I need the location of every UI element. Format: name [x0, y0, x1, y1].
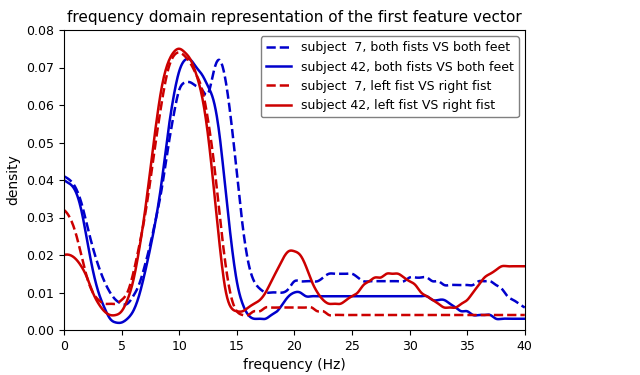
subject  7, both fists VS both feet — [355, 276, 362, 280]
subject 42, left fist VS right fist — [329, 302, 337, 306]
Line: subject  7, left fist VS right fist: subject 7, left fist VS right fist — [64, 53, 525, 315]
subject 42, both fists VS both feet — [329, 294, 337, 298]
subject  7, both fists VS both feet — [60, 174, 68, 178]
Legend: subject  7, both fists VS both feet, subject 42, both fists VS both feet, subjec: subject 7, both fists VS both feet, subj… — [260, 36, 518, 117]
X-axis label: frequency (Hz): frequency (Hz) — [243, 358, 346, 372]
subject  7, left fist VS right fist — [521, 313, 529, 317]
subject  7, both fists VS both feet — [521, 305, 529, 310]
subject 42, both fists VS both feet — [411, 294, 419, 298]
subject 42, both fists VS both feet — [88, 265, 96, 270]
subject 42, both fists VS both feet — [341, 294, 349, 298]
subject  7, left fist VS right fist — [329, 313, 337, 318]
subject 42, both fists VS both feet — [355, 294, 362, 298]
subject  7, both fists VS both feet — [88, 243, 96, 248]
subject  7, left fist VS right fist — [355, 313, 362, 317]
subject  7, left fist VS right fist — [458, 313, 466, 317]
Title: frequency domain representation of the first feature vector: frequency domain representation of the f… — [67, 10, 522, 25]
subject 42, left fist VS right fist — [521, 264, 529, 268]
subject 42, both fists VS both feet — [521, 316, 529, 321]
subject  7, left fist VS right fist — [88, 289, 96, 294]
subject  7, both fists VS both feet — [410, 275, 418, 279]
subject 42, left fist VS right fist — [60, 253, 68, 257]
subject  7, left fist VS right fist — [242, 313, 250, 318]
subject  7, both fists VS both feet — [215, 58, 223, 62]
Line: subject  7, both fists VS both feet: subject 7, both fists VS both feet — [64, 60, 525, 308]
subject  7, both fists VS both feet — [328, 271, 336, 276]
subject 42, left fist VS right fist — [341, 299, 349, 303]
Line: subject 42, left fist VS right fist: subject 42, left fist VS right fist — [64, 49, 525, 315]
subject 42, both fists VS both feet — [184, 57, 192, 61]
subject 42, left fist VS right fist — [355, 289, 362, 294]
subject  7, left fist VS right fist — [341, 313, 349, 317]
subject 42, left fist VS right fist — [175, 46, 182, 51]
subject 42, left fist VS right fist — [458, 301, 466, 306]
Y-axis label: density: density — [7, 154, 20, 206]
subject 42, left fist VS right fist — [88, 289, 96, 293]
subject 42, left fist VS right fist — [109, 313, 117, 318]
subject  7, both fists VS both feet — [340, 272, 348, 276]
subject 42, both fists VS both feet — [115, 321, 123, 325]
Line: subject 42, both fists VS both feet: subject 42, both fists VS both feet — [64, 59, 525, 323]
subject 42, left fist VS right fist — [411, 282, 419, 286]
subject  7, left fist VS right fist — [175, 50, 182, 55]
subject  7, left fist VS right fist — [60, 208, 68, 212]
subject  7, both fists VS both feet — [458, 283, 465, 287]
subject  7, left fist VS right fist — [411, 313, 419, 317]
subject 42, both fists VS both feet — [60, 178, 68, 182]
subject 42, both fists VS both feet — [458, 309, 466, 314]
